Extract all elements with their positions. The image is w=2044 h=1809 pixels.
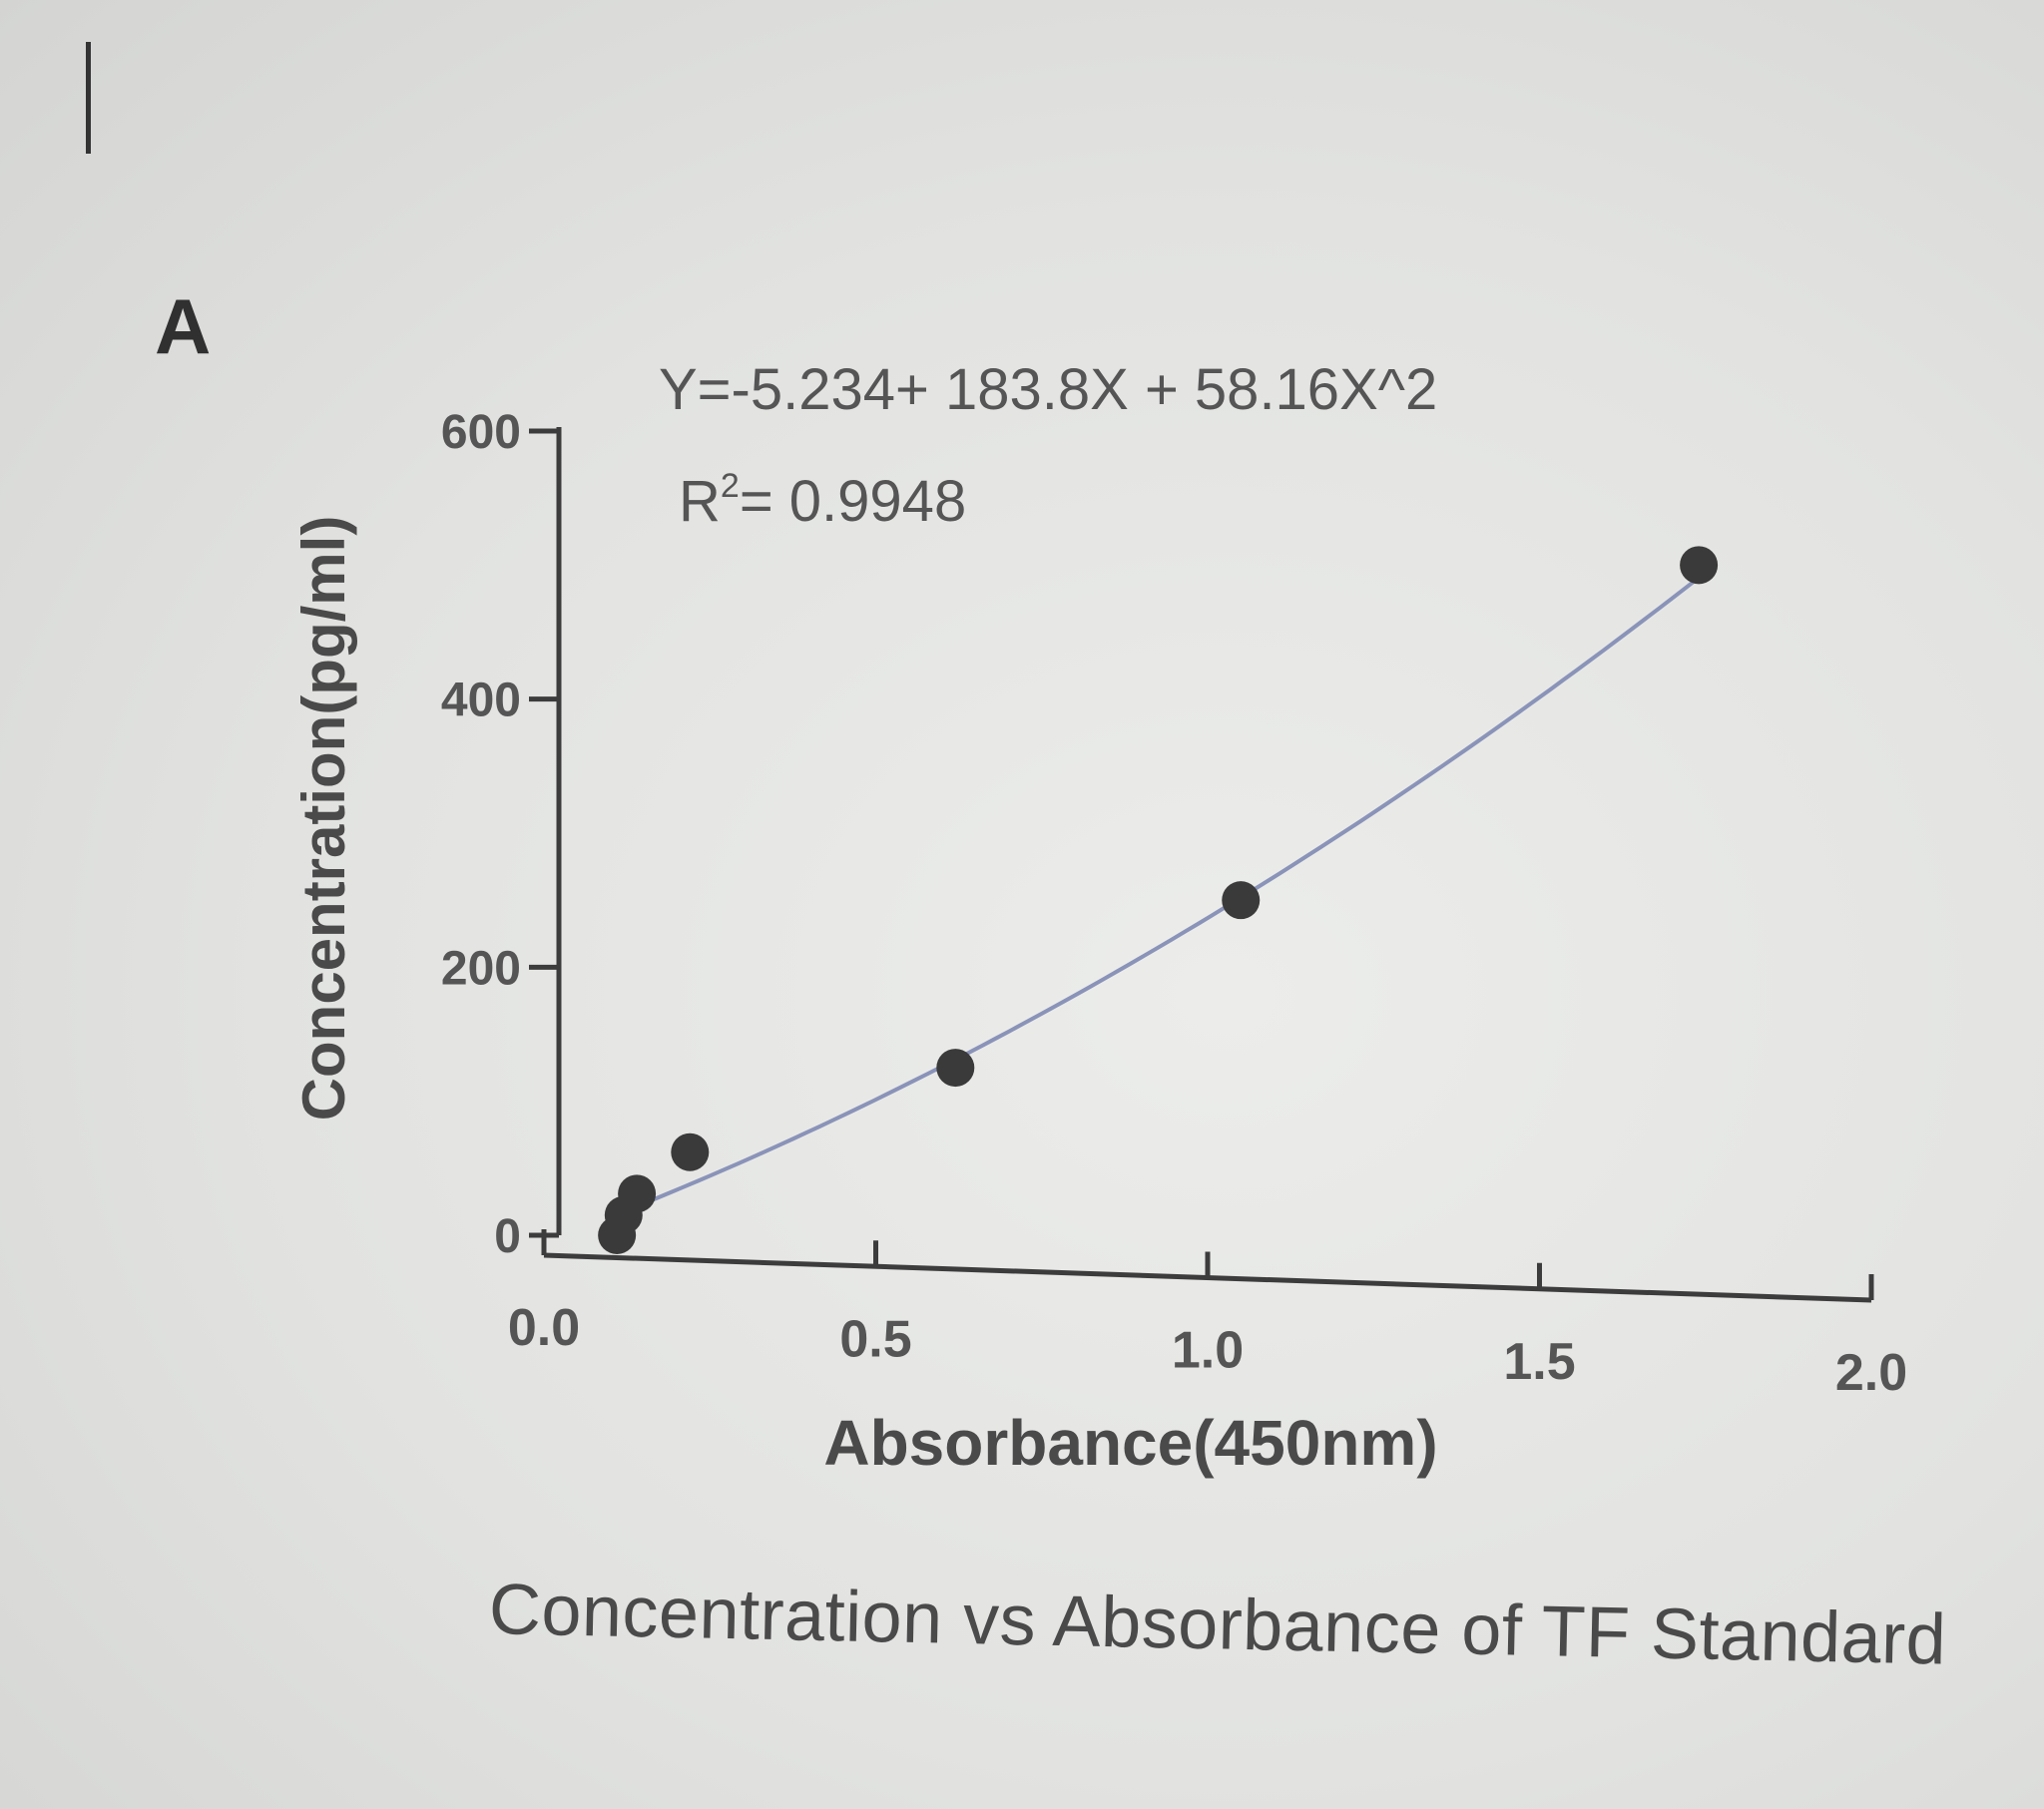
data-point xyxy=(936,1049,975,1088)
y-tick-label: 0 xyxy=(494,1210,521,1263)
r-squared: R2= 0.9948 xyxy=(679,467,966,534)
axes xyxy=(529,427,1874,1303)
y-axis-title: Concentration(pg/ml) xyxy=(290,516,357,1122)
data-point xyxy=(618,1174,657,1213)
panel-label: A xyxy=(155,282,212,370)
margin-mark xyxy=(86,42,91,154)
x-axis-title: Absorbance(450nm) xyxy=(823,1407,1437,1479)
data-point xyxy=(1222,881,1261,920)
fit-equation: Y=-5.234+ 183.8X + 58.16X^2 xyxy=(659,357,1437,422)
fit-curve xyxy=(616,576,1701,1216)
x-tick-label: 1.5 xyxy=(1503,1333,1575,1391)
data-point xyxy=(671,1132,710,1171)
data-point xyxy=(1680,546,1719,585)
x-tick-label: 0.5 xyxy=(839,1310,911,1368)
fit-curve-layer xyxy=(616,576,1701,1216)
y-tick-label: 600 xyxy=(441,406,521,459)
y-tick-label: 200 xyxy=(441,942,521,995)
y-tick-label: 400 xyxy=(441,675,521,727)
axis-labels-layer: 0 200 400 600 0.0 0.5 1.0 1.5 2.0 Absorbance(450n… xyxy=(290,357,1907,1479)
x-tick-label: 1.0 xyxy=(1172,1322,1244,1380)
x-tick-label: 2.0 xyxy=(1835,1344,1907,1402)
x-tick-label: 0.0 xyxy=(508,1299,580,1357)
data-points-layer xyxy=(598,546,1719,1254)
